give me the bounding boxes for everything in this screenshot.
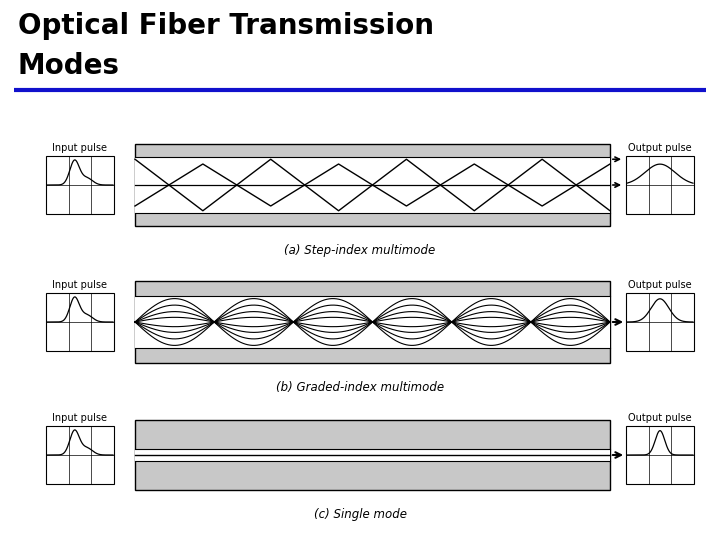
Text: (b) Graded-index multimode: (b) Graded-index multimode xyxy=(276,381,444,394)
Text: Output pulse: Output pulse xyxy=(628,280,692,290)
Text: Input pulse: Input pulse xyxy=(53,280,107,290)
Text: Input pulse: Input pulse xyxy=(53,143,107,153)
Text: (c) Single mode: (c) Single mode xyxy=(313,508,407,521)
Bar xyxy=(46,293,114,351)
Bar xyxy=(626,293,694,351)
Bar xyxy=(46,156,114,214)
Text: Input pulse: Input pulse xyxy=(53,413,107,423)
Text: (a) Step-index multimode: (a) Step-index multimode xyxy=(284,244,436,257)
Text: Output pulse: Output pulse xyxy=(628,143,692,153)
Bar xyxy=(626,426,694,484)
Bar xyxy=(46,426,114,484)
Bar xyxy=(135,144,610,226)
Bar xyxy=(626,156,694,214)
Bar xyxy=(135,281,610,363)
Bar xyxy=(135,449,610,461)
Bar xyxy=(135,296,610,348)
Bar xyxy=(135,420,610,490)
Text: Modes: Modes xyxy=(18,52,120,80)
Bar xyxy=(135,157,610,213)
Text: Optical Fiber Transmission: Optical Fiber Transmission xyxy=(18,12,434,40)
Text: Output pulse: Output pulse xyxy=(628,413,692,423)
